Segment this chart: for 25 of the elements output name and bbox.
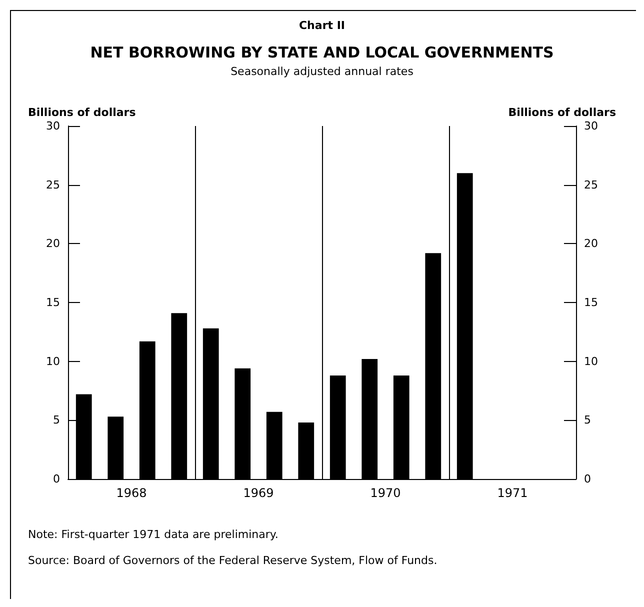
y2-tick-label: 5: [584, 414, 591, 427]
y2-tick-label: 0: [584, 472, 591, 486]
y-tick-label: 25: [46, 178, 60, 192]
chart-title: NET BORROWING BY STATE AND LOCAL GOVERNMENTS: [90, 44, 554, 62]
chart-subtitle: Seasonally adjusted annual rates: [230, 65, 414, 78]
y-tick-label: 0: [53, 472, 60, 486]
y2-tick-label: 15: [584, 296, 598, 309]
y2-tick-label: 20: [584, 237, 598, 250]
text: Chart II: [298, 19, 346, 32]
y2-tick-label: 30: [584, 120, 598, 132]
y2-tick-label: 25: [584, 178, 598, 192]
x-tick-label: 1969: [243, 486, 274, 500]
x-tick-label: 1971: [497, 486, 528, 500]
y-tick-label: 10: [46, 354, 60, 368]
y-tick-label: 20: [46, 237, 60, 250]
source-note: Source: Board of Governors of the Federal Reserve System, Flow of Funds.: [28, 554, 438, 567]
y-tick-label: 15: [46, 296, 60, 309]
x-tick-label: 1970: [370, 486, 401, 500]
text: Note: First-quarter 1971 data are preliminary.: [28, 528, 278, 541]
y2-tick-label: 10: [584, 354, 598, 368]
y-axis-title: Billions of dollars: [28, 106, 136, 119]
y-tick-label: 5: [53, 414, 60, 427]
x-tick-label: 1968: [116, 486, 147, 500]
y-tick-label: 30: [46, 120, 60, 132]
y2-axis-title: Billions of dollars: [508, 106, 616, 119]
